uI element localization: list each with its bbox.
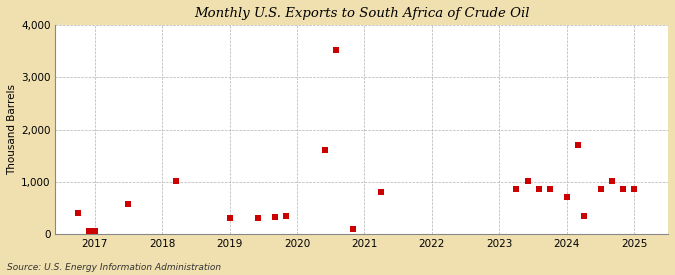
Point	[331, 48, 342, 53]
Point	[562, 195, 572, 200]
Point	[607, 178, 618, 183]
Point	[269, 214, 280, 219]
Point	[573, 143, 584, 147]
Point	[629, 186, 640, 191]
Point	[123, 202, 134, 207]
Point	[533, 186, 544, 191]
Point	[224, 216, 235, 220]
Point	[72, 211, 83, 215]
Point	[89, 229, 100, 233]
Point	[618, 186, 628, 191]
Point	[578, 213, 589, 218]
Y-axis label: Thousand Barrels: Thousand Barrels	[7, 84, 17, 175]
Point	[320, 148, 331, 153]
Point	[84, 229, 95, 233]
Point	[376, 189, 387, 194]
Point	[348, 227, 358, 231]
Point	[170, 178, 181, 183]
Point	[522, 178, 533, 183]
Title: Monthly U.S. Exports to South Africa of Crude Oil: Monthly U.S. Exports to South Africa of …	[194, 7, 529, 20]
Point	[280, 214, 291, 218]
Point	[511, 186, 522, 191]
Text: Source: U.S. Energy Information Administration: Source: U.S. Energy Information Administ…	[7, 263, 221, 272]
Point	[545, 186, 556, 191]
Point	[252, 216, 263, 220]
Point	[595, 186, 606, 191]
